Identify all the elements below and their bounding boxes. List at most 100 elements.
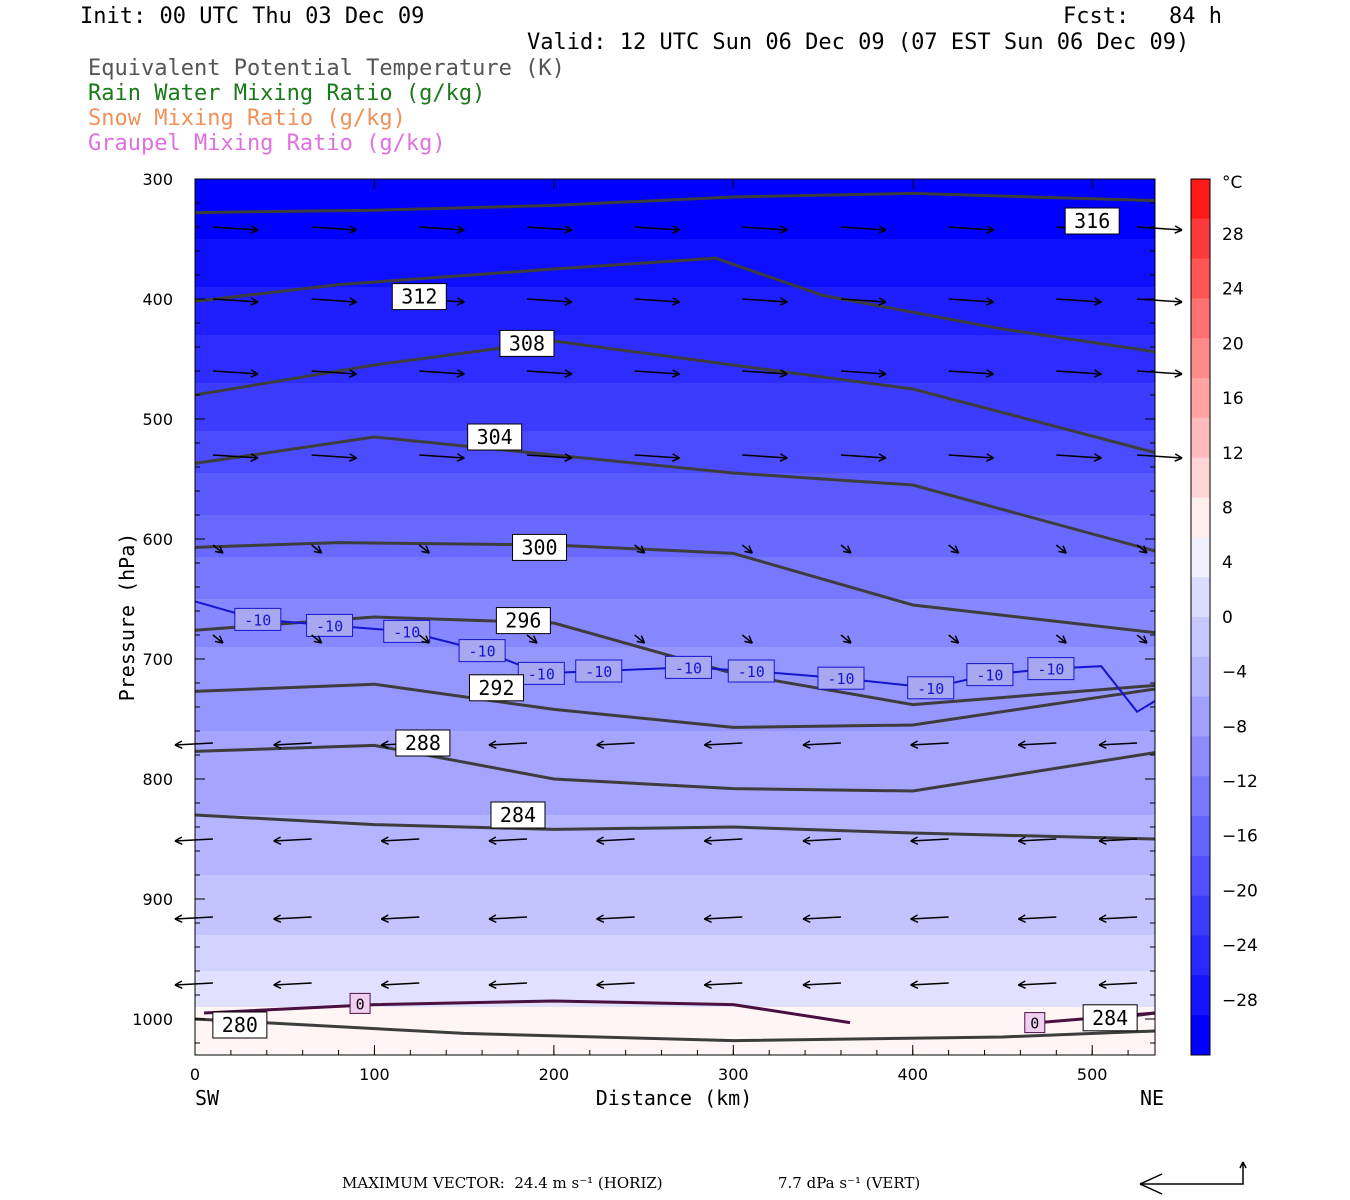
wind-vector (948, 370, 994, 375)
wind-vector-head (779, 225, 788, 234)
isotherm-label: -10 (917, 680, 944, 698)
wind-vector (526, 370, 573, 375)
wind-vector-head (636, 635, 646, 644)
wind-vector-head (596, 914, 605, 923)
legend-rain: Rain Water Mixing Ratio (g/kg) (88, 81, 486, 106)
wind-vector-head (214, 545, 224, 554)
isotherm-label-box (907, 676, 955, 700)
wind-vector (1136, 634, 1148, 644)
contour-label: 288 (405, 731, 441, 755)
colorbar-swatch (1191, 258, 1210, 299)
wind-vector (840, 454, 887, 459)
wind-vector-head (878, 225, 887, 234)
wind-vector (596, 742, 635, 746)
wind-vector (488, 838, 528, 842)
wind-vector (634, 634, 646, 644)
wind-vector (381, 838, 420, 842)
wind-vector-head (950, 635, 960, 644)
valid-time: Valid: 12 UTC Sun 06 Dec 09 (07 EST Sun … (527, 30, 1190, 55)
contour-label: 292 (478, 676, 514, 700)
isotherm-label-box (575, 659, 623, 683)
contour-label: 312 (401, 285, 437, 309)
contour-label-box (391, 283, 447, 311)
wind-vector-head (273, 980, 282, 989)
init-time: Init: 00 UTC Thu 03 Dec 09 (80, 4, 425, 29)
wind-vector (212, 298, 258, 303)
wind-vector-head (596, 980, 605, 989)
temperature-band (195, 599, 1155, 647)
wind-vector-head (1174, 297, 1183, 306)
theta-e-contour (194, 813, 1156, 841)
wind-vector (488, 916, 528, 920)
wind-vector (742, 370, 788, 375)
wind-vector-head (802, 980, 811, 989)
wind-vector (381, 916, 420, 920)
colorbar-tick-label: −28 (1222, 991, 1258, 1011)
wind-vector (212, 454, 258, 459)
isotherm-label-box (234, 607, 282, 631)
wind-vector-head (1098, 914, 1107, 923)
isotherm-label: -10 (528, 665, 555, 683)
x-right-end-label: NE (1140, 1086, 1164, 1110)
wind-vector-head (703, 740, 712, 749)
contour-label: 316 (1074, 209, 1110, 233)
wind-vector (419, 370, 465, 375)
wind-vector (802, 838, 842, 842)
colorbar-tick-label: 16 (1222, 389, 1244, 409)
wind-vector-head (174, 740, 183, 749)
wind-vector (418, 634, 430, 644)
wind-vector-head (1093, 297, 1102, 306)
wind-vector (742, 298, 788, 303)
wind-vector-head (985, 225, 995, 234)
wind-vector-head (313, 635, 323, 644)
wind-vector-head (273, 740, 282, 749)
colorbar-tick-label: −4 (1222, 663, 1247, 683)
wind-vector (1056, 454, 1102, 459)
wind-vector-head (1017, 740, 1026, 749)
wind-vector-head (744, 545, 753, 554)
isotherm-label: -10 (675, 659, 702, 677)
wind-vector-head (313, 545, 323, 554)
zero-label: 0 (356, 995, 365, 1013)
wind-vector (311, 454, 357, 459)
wind-vector (1056, 370, 1102, 375)
wind-vector-head (878, 453, 887, 462)
y-tick-label: 600 (142, 530, 173, 549)
isotherm-label: -10 (1037, 661, 1064, 679)
zero-label-box (1024, 1012, 1046, 1034)
wind-vector (311, 544, 323, 554)
wind-vector-head (214, 635, 224, 644)
theta-e-contour (194, 339, 1156, 455)
wind-vector (1099, 742, 1138, 746)
wind-vector-head (1139, 545, 1148, 554)
wind-vector (1137, 370, 1183, 375)
wind-vector-head (1058, 635, 1067, 644)
wind-vector-head (703, 836, 712, 845)
contour-label-box (395, 729, 451, 757)
wind-vector (174, 916, 213, 920)
colorbar-tick-label: −24 (1222, 936, 1258, 956)
wind-vector (840, 634, 852, 644)
wind-vector-head (174, 980, 183, 989)
wind-vector-head (802, 836, 811, 845)
wind-vector-head (380, 740, 389, 749)
legend-snow: Snow Mixing Ratio (g/kg) (88, 106, 406, 131)
x-left-end-label: SW (195, 1086, 220, 1110)
wind-vector-head (488, 980, 497, 989)
wind-vector-head (878, 297, 887, 306)
wind-vector-head (842, 545, 852, 554)
wind-vector-head (273, 836, 282, 845)
wind-vector (488, 742, 528, 746)
wind-vector (1055, 544, 1067, 554)
isotherm-label-box (458, 639, 506, 663)
wind-vector (526, 454, 573, 459)
colorbar-swatch (1191, 895, 1210, 937)
wind-vector (1099, 982, 1138, 986)
wind-vector-head (1098, 980, 1107, 989)
wind-vector-head (802, 914, 811, 923)
isotherm-label-box (306, 613, 354, 637)
temperature-band (195, 473, 1155, 515)
wind-vector (948, 544, 960, 554)
wind-vector-head (703, 980, 712, 989)
wind-vector (526, 226, 573, 231)
